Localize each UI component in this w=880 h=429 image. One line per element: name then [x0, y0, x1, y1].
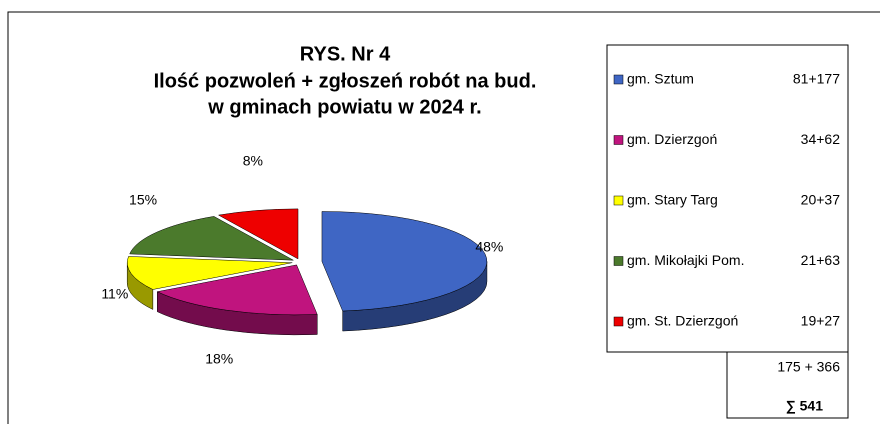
data-label: 48% — [475, 239, 503, 255]
frame — [7, 11, 880, 429]
data-label: 18% — [205, 351, 233, 367]
slice — [126, 256, 293, 290]
legend-swatch — [613, 135, 624, 145]
legend-swatch — [613, 316, 624, 327]
legend-swatch — [613, 74, 624, 85]
data-label: 11% — [101, 285, 128, 301]
legend-swatch — [613, 195, 624, 206]
slice — [217, 208, 299, 260]
legend-detail: 19+27 — [801, 313, 841, 329]
legend-label: gm. Mikołajki Pom. — [627, 252, 744, 268]
legend-detail: 81+177 — [793, 71, 840, 87]
legend-detail: 20+37 — [801, 192, 841, 208]
legend-label: gm. Stary Targ — [627, 192, 718, 208]
chart-subtitle: w gminach powiatu w 2024 r. — [207, 96, 481, 118]
legend-detail: 34+62 — [801, 131, 841, 147]
legend-box — [606, 44, 849, 353]
slice — [156, 264, 318, 316]
chart-title: RYS. Nr 4 — [300, 43, 391, 65]
data-label: 8% — [243, 153, 263, 169]
slice — [129, 216, 294, 261]
slice — [321, 211, 488, 312]
data-label: 15% — [129, 191, 157, 207]
legend-label: gm. Sztum — [627, 71, 694, 87]
totals-box — [726, 351, 849, 419]
chart-subtitle: Ilość pozwoleń + zgłoszeń robót na bud. — [154, 70, 537, 92]
legend-label: gm. St. Dzierzgoń — [627, 313, 738, 329]
legend-swatch — [613, 256, 624, 266]
totals-sum: 175 + 366 — [777, 359, 840, 375]
legend-detail: 21+63 — [801, 252, 841, 268]
totals-total: ∑ 541 — [786, 398, 823, 415]
legend-label: gm. Dzierzgoń — [627, 131, 717, 147]
